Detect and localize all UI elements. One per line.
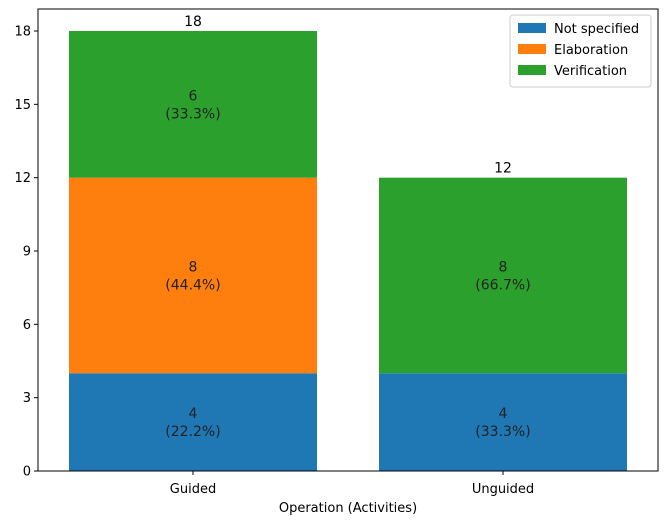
segment-percent-label: (33.3%) (165, 106, 220, 122)
legend-swatch (518, 44, 546, 54)
y-tick-label: 12 (14, 171, 31, 186)
bar-segment-unguided-not-specified (379, 373, 627, 471)
y-tick-label: 15 (14, 98, 31, 113)
segment-value-label: 8 (189, 259, 198, 275)
bar-segment-guided-not-specified (69, 373, 317, 471)
legend-swatch (518, 65, 546, 75)
y-tick-label: 6 (23, 318, 31, 333)
y-tick-label: 3 (23, 391, 31, 406)
legend-swatch (518, 23, 546, 33)
x-tick-label: Unguided (472, 482, 534, 497)
y-tick-label: 9 (23, 245, 31, 260)
bar-segment-guided-verification (69, 31, 317, 178)
y-tick-label: 0 (23, 465, 31, 480)
segment-value-label: 4 (189, 406, 198, 422)
segment-percent-label: (22.2%) (165, 424, 220, 440)
legend-entry-label: Verification (554, 64, 627, 79)
segment-value-label: 8 (499, 259, 508, 275)
x-tick-label: Guided (170, 482, 216, 497)
plot-frame (37, 8, 659, 472)
segment-value-label: 4 (499, 406, 508, 422)
bar-total-label: 12 (494, 161, 512, 177)
axes-layer: 0 3 6 9 12 15 18 Guided Unguided (14, 8, 659, 497)
legend: Not specified Elaboration Verification (509, 14, 652, 88)
segment-percent-label: (44.4%) (165, 277, 220, 293)
bar-segment-guided-elaboration (69, 177, 317, 374)
segment-percent-label: (33.3%) (475, 424, 530, 440)
y-tick-label: 18 (14, 25, 31, 40)
segment-value-label: 6 (189, 88, 198, 104)
legend-entry-label: Not specified (554, 22, 639, 37)
bar-total-label: 18 (184, 14, 202, 30)
bars-layer (69, 31, 627, 471)
bar-segment-unguided-verification (379, 177, 627, 374)
x-axis-title: Operation (Activities) (279, 501, 417, 516)
segment-percent-label: (66.7%) (475, 277, 530, 293)
legend-entry-label: Elaboration (554, 43, 628, 58)
segment-labels-layer: 4 (22.2%) 8 (44.4%) 6 (33.3%) 18 4 (33.3%) 8 (66.7… (165, 14, 530, 440)
